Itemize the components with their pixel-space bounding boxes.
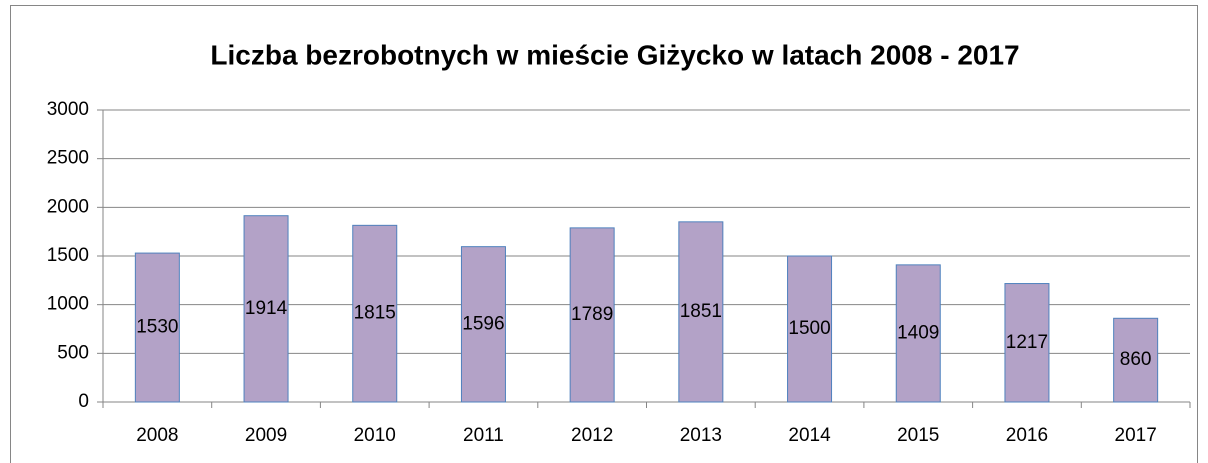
bar [1113, 317, 1159, 403]
data-label: 1815 [354, 303, 396, 324]
y-tick-label: 1500 [47, 245, 89, 266]
y-tick-label: 3000 [47, 99, 89, 120]
y-tick-label: 500 [57, 342, 89, 363]
x-tick-label: 2016 [1006, 425, 1048, 446]
y-tick-label: 1000 [47, 294, 89, 315]
x-tick-label: 2017 [1115, 425, 1157, 446]
data-label: 1789 [571, 304, 613, 325]
y-tick-label: 2000 [47, 196, 89, 217]
bar [1004, 283, 1050, 403]
data-label: 1914 [245, 298, 288, 319]
bar [134, 252, 180, 403]
x-tick-label: 2012 [571, 425, 613, 446]
chart-title: Liczba bezrobotnych w mieście Giżycko w … [210, 39, 1019, 70]
x-tick-label: 2010 [354, 425, 396, 446]
x-tick-label: 2008 [136, 425, 178, 446]
data-label: 1500 [788, 318, 830, 339]
bar [460, 246, 506, 403]
bar [895, 264, 941, 403]
x-tick-label: 2013 [680, 425, 722, 446]
bar [569, 227, 615, 403]
x-tick-label: 2009 [245, 425, 287, 446]
bar [787, 255, 833, 403]
x-tick-label: 2014 [788, 425, 831, 446]
bar [352, 224, 398, 403]
y-tick-label: 0 [78, 391, 89, 412]
data-label: 1217 [1006, 332, 1048, 353]
bar [243, 215, 289, 403]
x-tick-label: 2015 [897, 425, 939, 446]
data-label: 1409 [897, 322, 939, 343]
data-label: 1530 [136, 317, 178, 338]
data-label: 1851 [680, 301, 722, 322]
bar [678, 221, 724, 403]
x-tick-label: 2011 [463, 425, 504, 446]
data-label: 860 [1120, 349, 1152, 370]
data-label: 1596 [462, 313, 504, 334]
y-tick-label: 2500 [47, 148, 89, 169]
